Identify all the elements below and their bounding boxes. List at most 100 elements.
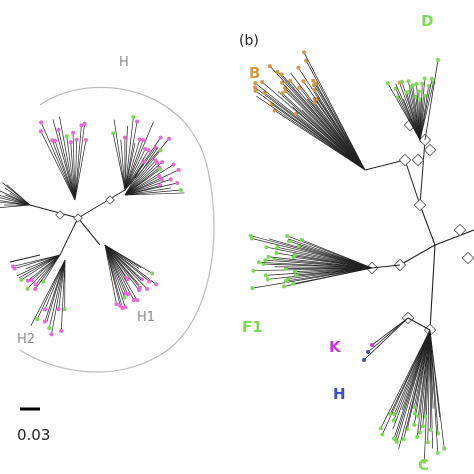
panel-b-label: (b) (239, 33, 259, 49)
tip-dot (52, 138, 57, 143)
tip-dot (141, 138, 146, 143)
tree-branch (124, 150, 149, 191)
clade-label-c: C (418, 456, 430, 474)
tree-branch (74, 139, 78, 201)
tree-branch (104, 244, 126, 294)
tip-dot (171, 162, 176, 167)
tree-branch (44, 259, 66, 310)
tree-branch (48, 259, 66, 329)
tip-dot (315, 97, 320, 102)
tree-branch (27, 254, 61, 282)
tip-dot (150, 271, 155, 276)
tree-branch (434, 229, 474, 246)
tip-dot (280, 80, 285, 85)
tree-branch (251, 238, 373, 269)
tip-dot (442, 446, 447, 451)
group-h-boundary (19, 86, 215, 373)
tip-dot (286, 276, 291, 281)
tip-dot (168, 177, 173, 182)
tip-dot (25, 286, 30, 291)
tree-branch (52, 119, 76, 201)
tip-dot (294, 111, 299, 116)
tip-dot (176, 167, 181, 172)
tree-branch (30, 259, 66, 326)
tree-branch (287, 238, 373, 269)
node-diamond (461, 251, 474, 265)
tip-dot (391, 436, 396, 441)
clade-label-b: B (249, 64, 261, 82)
tip-dot (296, 65, 301, 70)
tree-branch (77, 189, 126, 219)
tip-dot (264, 245, 269, 250)
tree-branch (124, 125, 128, 191)
node-diamond (398, 153, 412, 167)
tip-dot (135, 298, 140, 303)
tip-dot (412, 411, 417, 416)
tree-branch (6, 184, 31, 206)
tree-branch (268, 256, 373, 269)
tree-branch (424, 59, 439, 141)
subgroup-label-h2: H2 (17, 332, 36, 347)
tree-branch (412, 85, 421, 141)
tree-branch (27, 254, 61, 290)
tip-dot (79, 123, 84, 128)
tip-dot (412, 422, 417, 427)
tree-branch (403, 329, 431, 440)
tip-dot (35, 317, 40, 322)
tip-dot (41, 279, 46, 284)
tip-dot (114, 302, 119, 307)
subgroup-label-h1: H1 (137, 310, 156, 325)
tip-dot (422, 76, 427, 81)
tree-branch (392, 329, 431, 430)
tip-dot (83, 137, 88, 142)
tree-branch (0, 197, 31, 206)
tip-dot (304, 58, 309, 63)
tip-dot (429, 76, 434, 81)
tip-dot (253, 88, 258, 93)
tree-branch (104, 244, 150, 282)
tip-dot (378, 426, 383, 431)
tip-dot (111, 131, 116, 136)
tree-branch (124, 148, 146, 191)
tip-dot (145, 286, 150, 291)
tip-dot (142, 159, 147, 164)
tip-dot (420, 81, 425, 86)
tree-branch (380, 329, 431, 429)
tip-dot (265, 277, 270, 282)
tree-branch (255, 90, 366, 171)
tip-dot (415, 435, 420, 440)
node-diamond (105, 195, 115, 205)
tree-branch (51, 259, 66, 335)
tree-branch (113, 119, 126, 191)
tree-branch (104, 244, 148, 290)
tree-branch (387, 83, 421, 141)
tip-dot (417, 430, 422, 435)
tree-branch (419, 139, 426, 206)
tip-dot (312, 96, 317, 101)
tip-dot (420, 424, 425, 429)
tree-branch (104, 244, 135, 301)
tip-dot (262, 90, 267, 95)
tree-branch (104, 244, 141, 289)
tree-branch (124, 161, 163, 196)
tip-dot (175, 180, 180, 185)
tip-dot (285, 233, 290, 238)
tree-branch (124, 189, 181, 196)
tree-branch (423, 329, 431, 462)
tree-branch (124, 139, 141, 191)
tree-branch (124, 160, 156, 196)
tree-branch (124, 138, 170, 191)
tip-dot (422, 459, 427, 464)
tip-dot (425, 440, 430, 445)
tree-branch (293, 267, 373, 285)
tree-branch (258, 261, 373, 269)
tip-dot (280, 91, 285, 96)
tip-dot (263, 258, 268, 263)
tree-branch (40, 122, 76, 201)
tip-dot (68, 140, 73, 145)
tip-dot (56, 307, 61, 312)
tip-dot (274, 251, 279, 256)
tip-dot (279, 72, 284, 77)
tip-dot (158, 167, 163, 172)
